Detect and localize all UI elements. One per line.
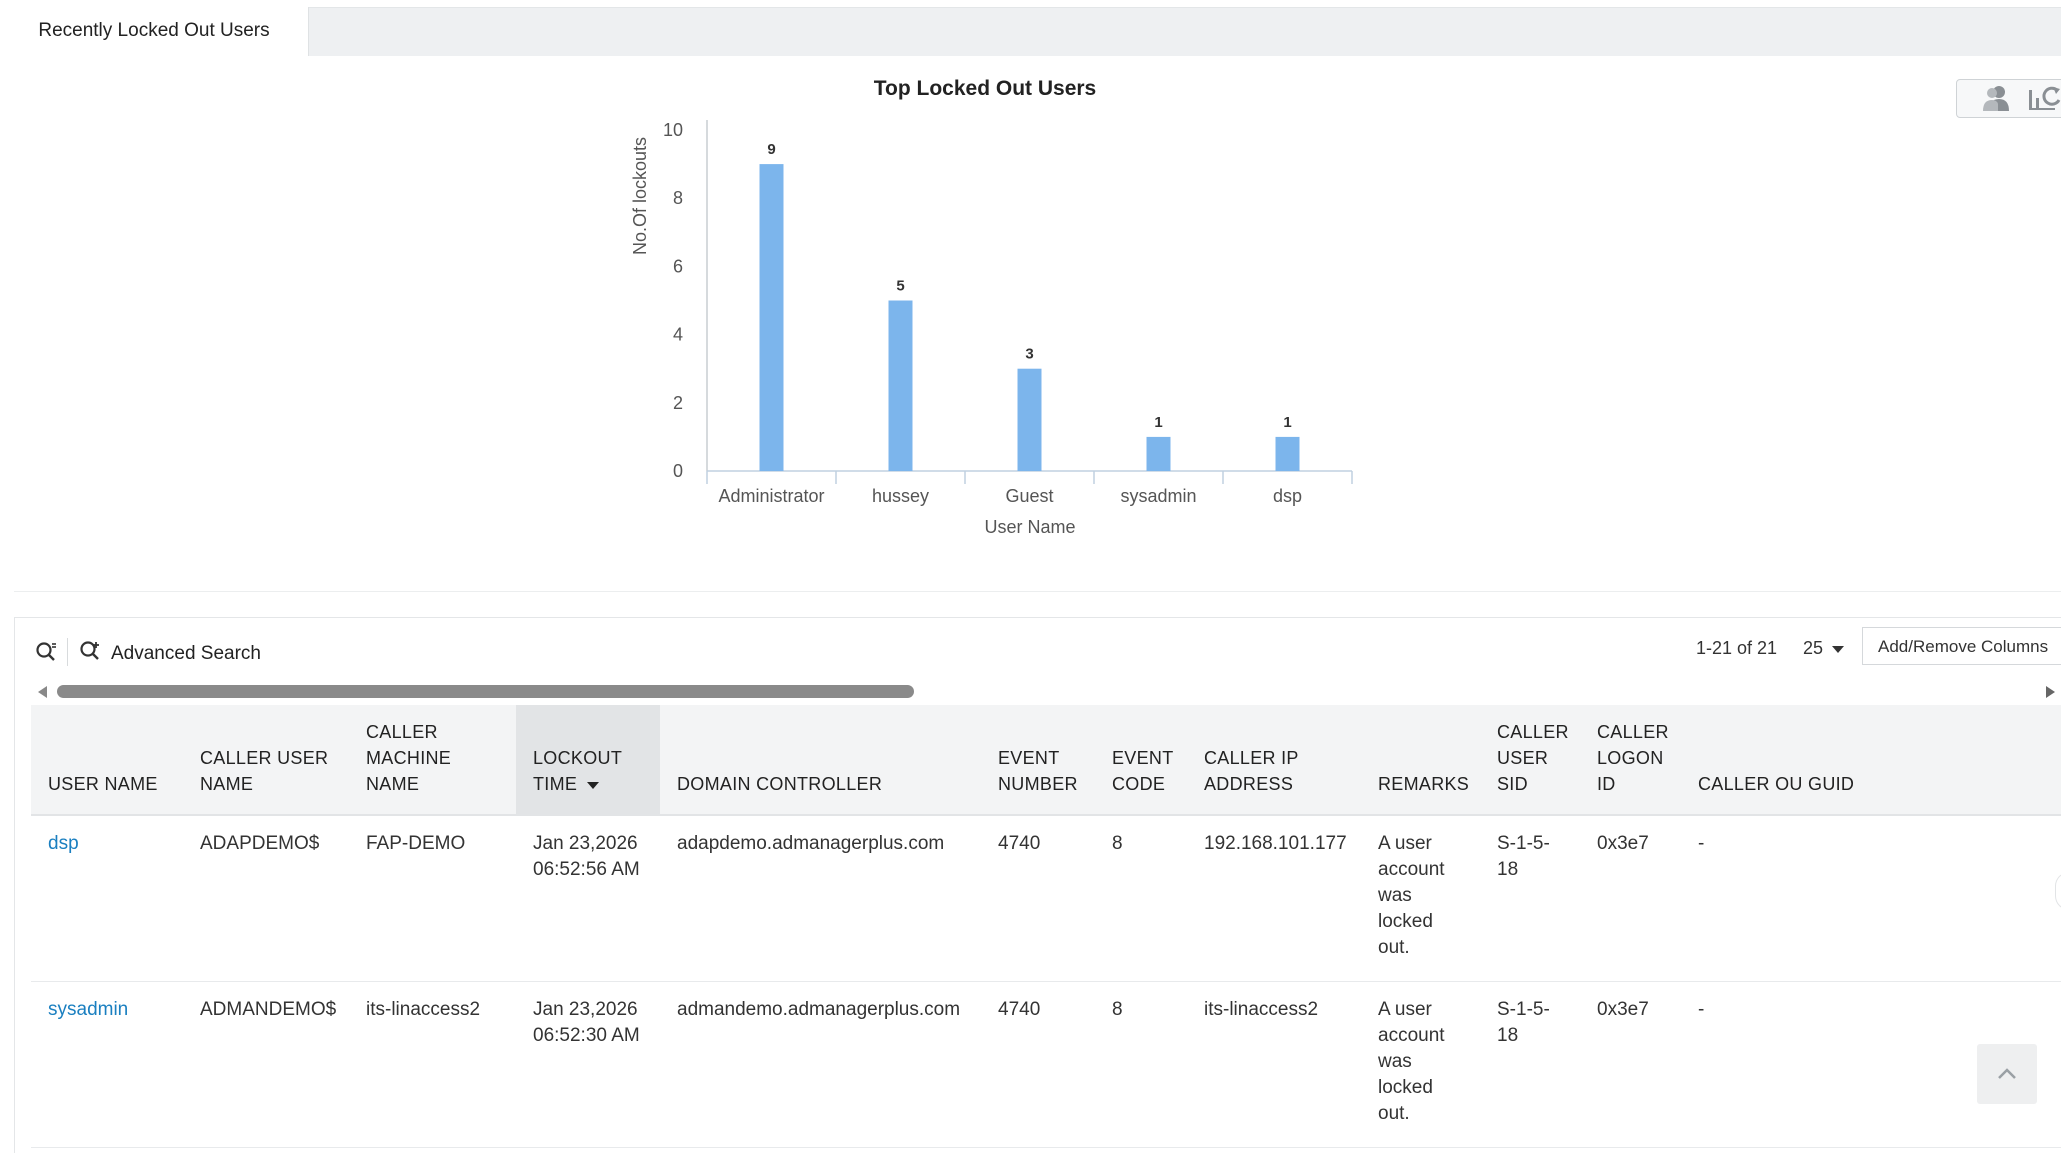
table-row: dsp ADAPDEMO$ FAP-DEMO Jan 23,2026 06:52… — [31, 815, 2061, 982]
cell-caller-logon-id: 0x3e7 — [1580, 981, 1681, 1148]
tab-recently-locked-out-users[interactable]: Recently Locked Out Users — [0, 7, 309, 56]
cell-caller-user-name: ADMANDEMO$ — [183, 981, 349, 1148]
column-header-event-code[interactable]: EVENT CODE — [1095, 705, 1187, 816]
x-tick-label: hussey — [872, 486, 929, 506]
column-header-caller-user-sid[interactable]: CALLER USER SID — [1480, 705, 1580, 816]
y-tick-label: 2 — [673, 393, 683, 413]
x-tick-label: sysadmin — [1120, 486, 1196, 506]
chart-toolbox — [1956, 79, 2061, 118]
scroll-right-arrow-icon[interactable] — [2046, 686, 2055, 698]
x-tick-label: Guest — [1005, 486, 1053, 506]
bar — [888, 300, 913, 471]
table-header-row: USER NAME CALLER USER NAME CALLER MACHIN… — [31, 705, 2061, 816]
rows-per-page-select[interactable]: 25 — [1803, 636, 1845, 660]
cell-caller-ip-address: its-linaccess2 — [1187, 981, 1361, 1148]
column-header-user-name[interactable]: USER NAME — [31, 705, 183, 816]
table-row: sysadmin ADMANDEMO$ its-linaccess2 Jan 2… — [31, 981, 2061, 1148]
cell-caller-ou-guid: - — [1681, 815, 2061, 982]
data-label: 5 — [896, 278, 904, 295]
column-header-caller-machine-name[interactable]: CALLER MACHINE NAME — [349, 705, 516, 816]
bar — [759, 164, 784, 471]
chevron-down-icon — [1832, 645, 1845, 653]
advanced-search-icon — [79, 640, 103, 668]
cell-user-name-link[interactable]: sysadmin — [31, 981, 183, 1148]
cell-caller-ip-address: 192.168.101.177 — [1187, 815, 1361, 982]
tab-bar — [0, 7, 2061, 56]
rows-per-page-value: 25 — [1803, 638, 1824, 658]
column-header-lockout-time-label: LOCKOUT TIME — [533, 748, 622, 794]
horizontal-scrollbar-thumb[interactable] — [57, 685, 914, 698]
locked-out-users-table: USER NAME CALLER USER NAME CALLER MACHIN… — [31, 705, 2061, 1148]
sort-descending-icon — [587, 781, 600, 789]
y-tick-label: 4 — [673, 325, 683, 345]
report-grid-panel — [14, 617, 2061, 1153]
column-header-caller-logon-id[interactable]: CALLER LOGON ID — [1580, 705, 1681, 816]
chart-refresh-icon[interactable] — [2027, 84, 2061, 117]
users-group-icon[interactable] — [1981, 84, 2011, 117]
cell-lockout-time: Jan 23,2026 06:52:56 AM — [516, 815, 660, 982]
chart-title: Top Locked Out Users — [874, 77, 1096, 100]
cell-caller-user-name: ADAPDEMO$ — [183, 815, 349, 982]
cell-user-name-link[interactable]: dsp — [31, 815, 183, 982]
cell-remarks: A user account was locked out. — [1361, 981, 1480, 1148]
scroll-left-arrow-icon[interactable] — [38, 686, 47, 698]
scroll-to-top-button[interactable] — [1977, 1044, 2037, 1104]
data-label: 3 — [1025, 346, 1033, 363]
data-label: 1 — [1154, 414, 1162, 431]
bar — [1146, 436, 1171, 471]
cell-caller-machine-name: its-linaccess2 — [349, 981, 516, 1148]
y-tick-label: 0 — [673, 461, 683, 481]
toolbar-separator — [67, 638, 68, 666]
cell-caller-machine-name: FAP-DEMO — [349, 815, 516, 982]
bar — [1275, 436, 1300, 471]
advanced-search-button[interactable]: Advanced Search — [79, 641, 261, 667]
column-header-caller-ou-guid[interactable]: CALLER OU GUID — [1681, 705, 2061, 816]
cell-domain-controller: admandemo.admanagerplus.com — [660, 981, 981, 1148]
cell-event-code: 8 — [1095, 815, 1187, 982]
y-axis-label: No.Of lockouts — [630, 137, 650, 255]
cell-event-code: 8 — [1095, 981, 1187, 1148]
advanced-search-label: Advanced Search — [111, 643, 261, 664]
cell-event-number: 4740 — [981, 815, 1095, 982]
cell-domain-controller: adapdemo.admanagerplus.com — [660, 815, 981, 982]
pagination-info: 1-21 of 21 — [1696, 638, 1778, 658]
y-tick-label: 6 — [673, 256, 683, 276]
quick-search-icon[interactable] — [35, 641, 57, 663]
cell-caller-user-sid: S-1-5-18 — [1480, 981, 1580, 1148]
section-divider — [14, 591, 2061, 592]
column-header-caller-ip-address[interactable]: CALLER IP ADDRESS — [1187, 705, 1361, 816]
bar-chart: Top Locked Out Users No.Of lockouts User… — [630, 77, 1353, 537]
cell-remarks: A user account was locked out. — [1361, 815, 1480, 982]
column-header-domain-controller[interactable]: DOMAIN CONTROLLER — [660, 705, 981, 816]
column-header-caller-user-name[interactable]: CALLER USER NAME — [183, 705, 349, 816]
data-label: 9 — [767, 141, 775, 158]
x-tick-label: Administrator — [718, 486, 824, 506]
y-tick-label: 8 — [673, 188, 683, 208]
cell-caller-user-sid: S-1-5-18 — [1480, 815, 1580, 982]
cell-event-number: 4740 — [981, 981, 1095, 1148]
x-tick-label: dsp — [1273, 486, 1302, 506]
add-remove-columns-button[interactable]: Add/Remove Columns — [1862, 627, 2061, 665]
column-header-remarks[interactable]: REMARKS — [1361, 705, 1480, 816]
x-axis-label: User Name — [984, 517, 1075, 537]
cell-caller-logon-id: 0x3e7 — [1580, 815, 1681, 982]
data-label: 1 — [1283, 414, 1291, 431]
column-header-lockout-time[interactable]: LOCKOUT TIME — [516, 705, 660, 816]
column-header-event-number[interactable]: EVENT NUMBER — [981, 705, 1095, 816]
bar — [1017, 368, 1042, 471]
top-strip — [0, 0, 2061, 7]
y-tick-label: 10 — [663, 120, 683, 140]
cell-lockout-time: Jan 23,2026 06:52:30 AM — [516, 981, 660, 1148]
chevron-up-icon — [1998, 1068, 2016, 1079]
